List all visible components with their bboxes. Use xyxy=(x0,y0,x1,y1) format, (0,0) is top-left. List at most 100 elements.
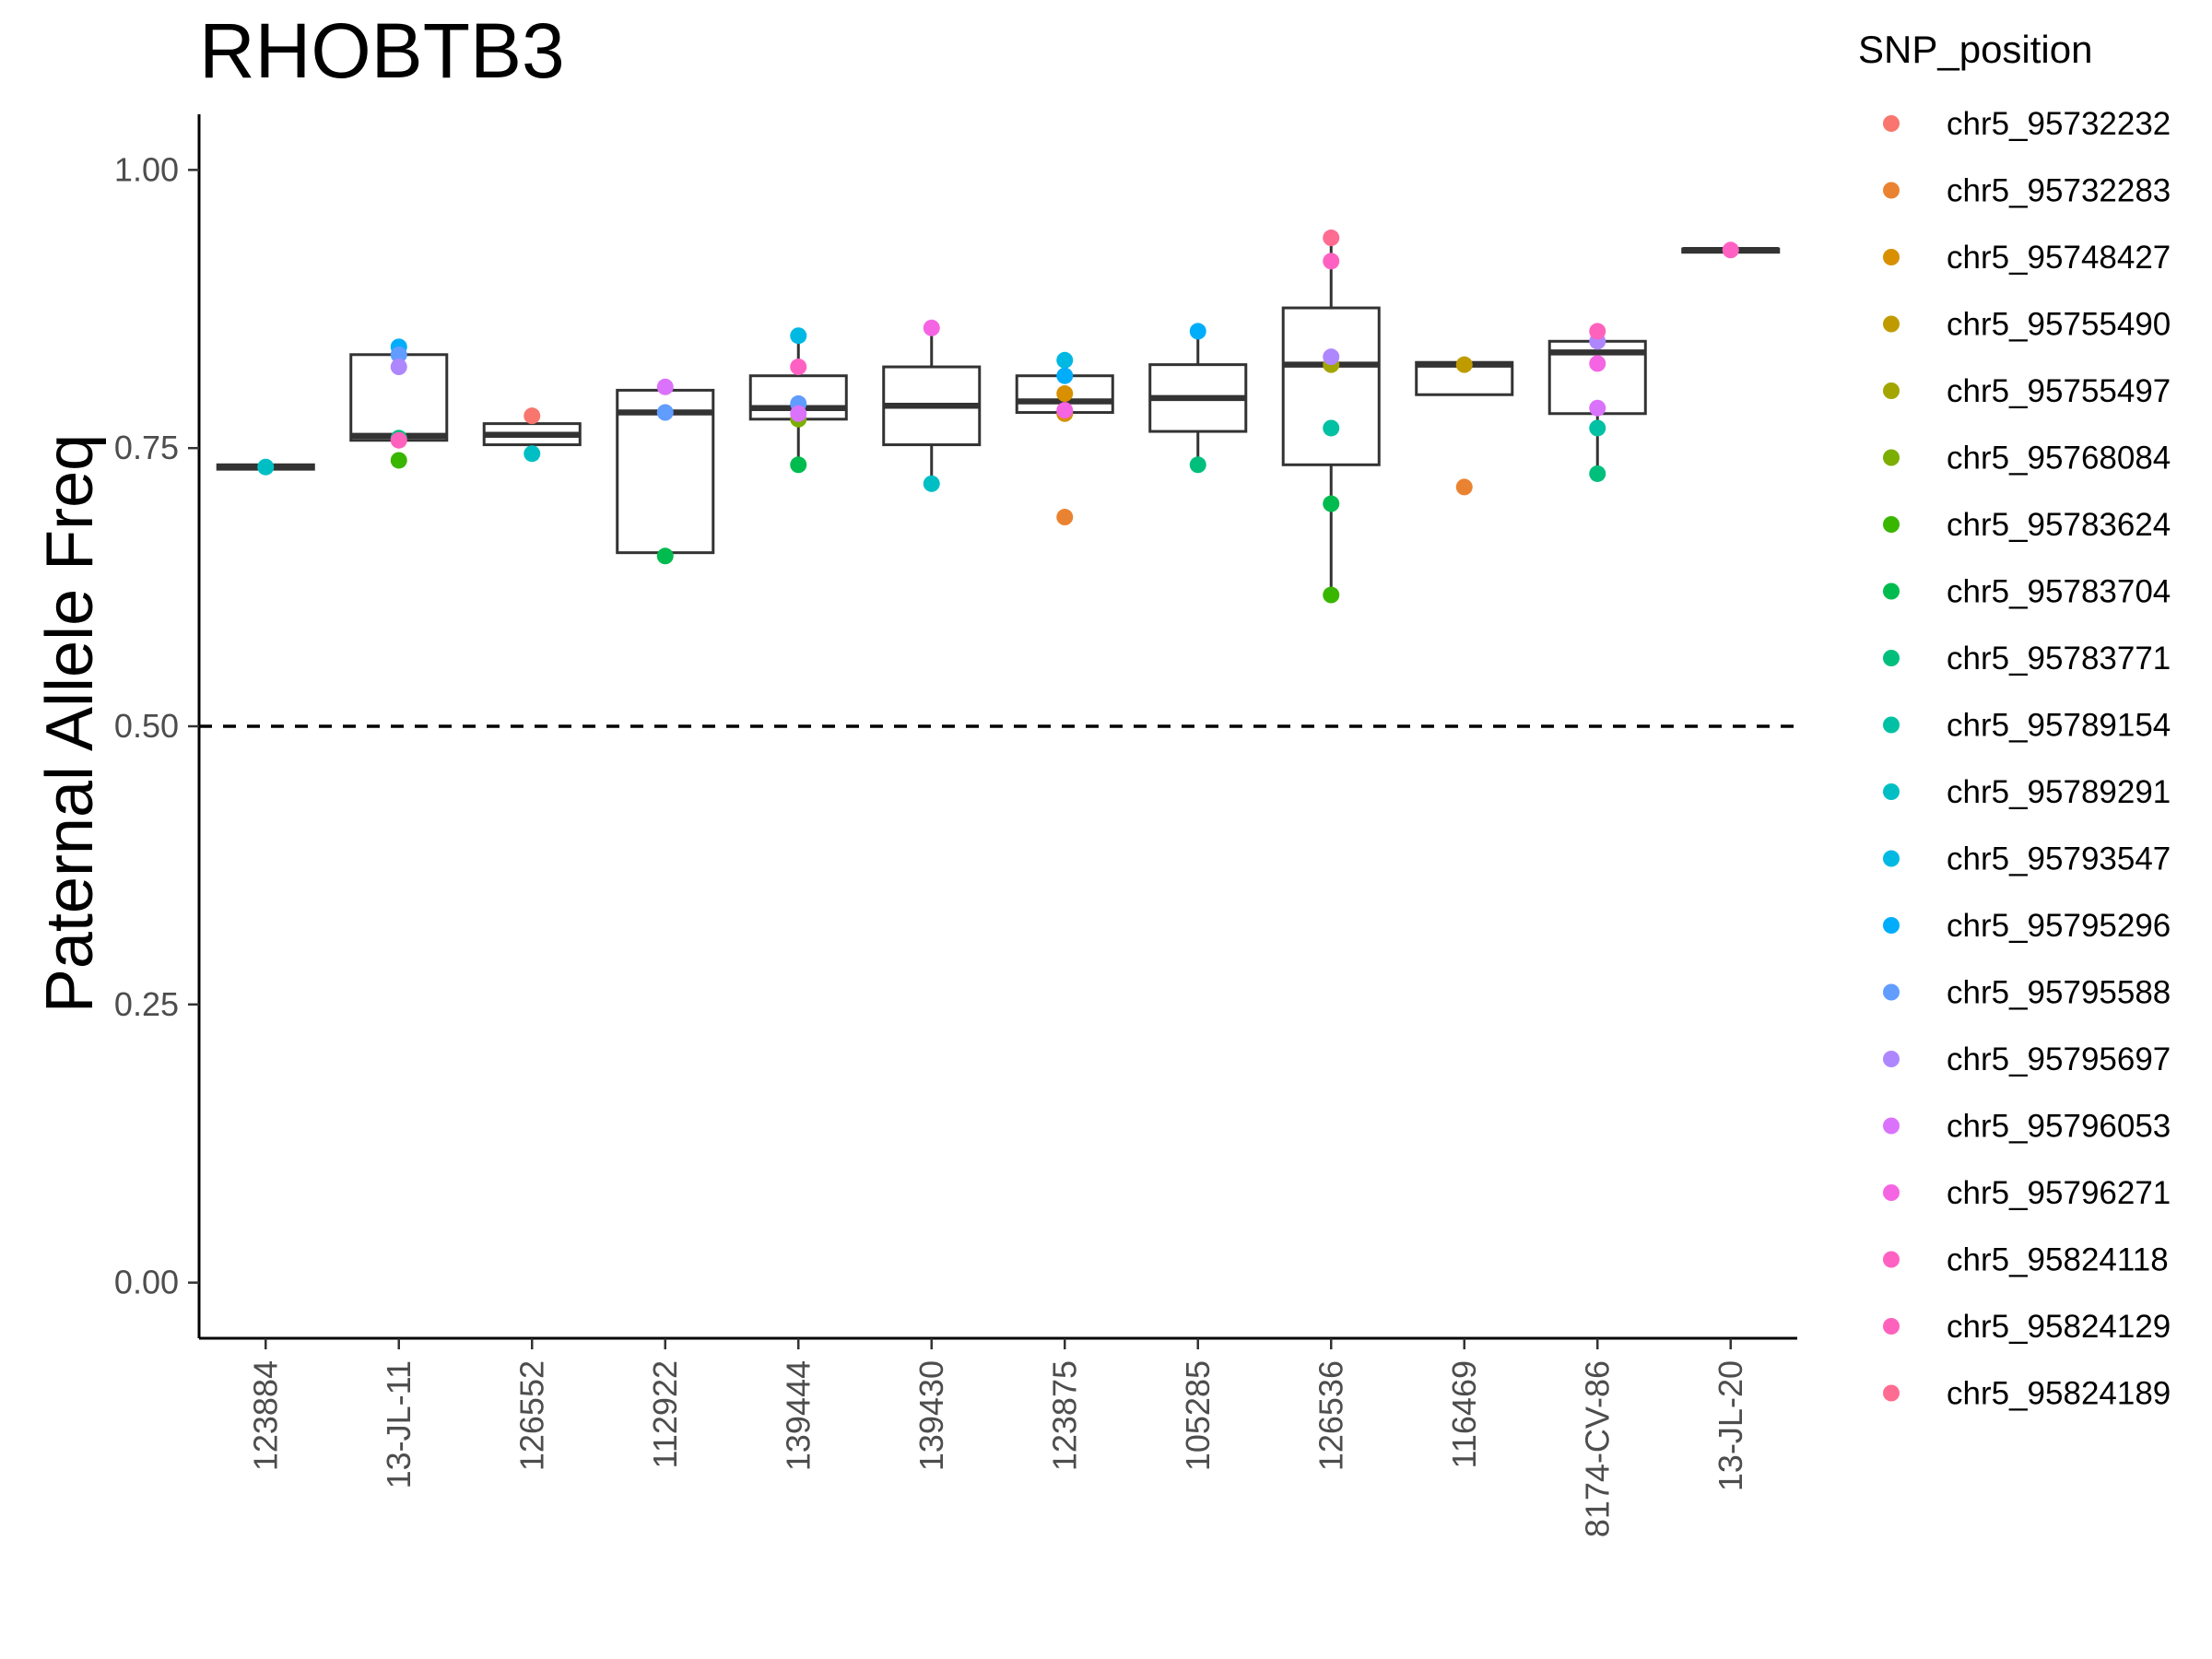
data-point xyxy=(1323,348,1340,366)
legend-label: chr5_95824189 xyxy=(1947,1376,2171,1412)
y-tick-label: 1.00 xyxy=(114,150,179,188)
legend-key xyxy=(1883,249,1900,265)
legend-key xyxy=(1883,650,1900,666)
data-point xyxy=(1323,495,1340,512)
legend-key xyxy=(1883,783,1900,800)
data-point xyxy=(524,407,541,425)
legend-label: chr5_95793547 xyxy=(1947,841,2171,877)
legend-key xyxy=(1883,983,1900,1001)
data-point xyxy=(790,327,807,345)
box-body xyxy=(1281,306,1381,466)
legend-label: chr5_95824129 xyxy=(1947,1309,2171,1345)
x-tick-label: 105285 xyxy=(1179,1360,1217,1471)
legend-key xyxy=(1883,1184,1900,1201)
data-point xyxy=(656,404,674,421)
legend-label: chr5_95732232 xyxy=(1947,106,2171,142)
data-point xyxy=(390,346,407,363)
data-point xyxy=(390,431,407,449)
data-point xyxy=(923,319,940,336)
data-point xyxy=(1323,586,1340,604)
data-point xyxy=(923,475,940,492)
y-tick-label: 0.25 xyxy=(114,985,179,1023)
data-point xyxy=(1455,356,1473,373)
x-tick-label: 126536 xyxy=(1312,1360,1349,1471)
data-point xyxy=(1056,351,1074,369)
legend-title: SNP_position xyxy=(1858,28,2092,71)
legend-label: chr5_95789291 xyxy=(1947,774,2171,810)
data-point xyxy=(1722,241,1739,259)
x-tick-label: 139444 xyxy=(779,1360,817,1471)
data-point xyxy=(390,452,407,469)
data-point xyxy=(790,456,807,474)
legend-key xyxy=(1883,315,1900,333)
data-point xyxy=(1056,385,1074,403)
legend-key xyxy=(1883,449,1900,466)
data-point xyxy=(1189,323,1206,340)
y-tick-label: 0.50 xyxy=(114,707,179,745)
data-point xyxy=(1323,253,1340,270)
x-tick-label: 123875 xyxy=(1045,1360,1083,1471)
legend-key xyxy=(1883,716,1900,734)
x-tick-label: 8174-CV-86 xyxy=(1578,1360,1616,1537)
legend-label: chr5_95783771 xyxy=(1947,641,2171,677)
legend-label: chr5_95796271 xyxy=(1947,1175,2171,1211)
legend-label: chr5_95795296 xyxy=(1947,908,2171,944)
legend-label: chr5_95768084 xyxy=(1947,441,2171,477)
box-105285 xyxy=(1148,331,1248,465)
legend-key xyxy=(1883,917,1900,934)
legend-key xyxy=(1883,182,1900,199)
legend-label: chr5_95789154 xyxy=(1947,708,2171,744)
legend-label: chr5_95824118 xyxy=(1947,1242,2169,1278)
legend-key xyxy=(1883,1384,1900,1402)
x-tick-label: 13-JL-11 xyxy=(380,1360,418,1488)
plot-area: 0.00 0.25 0.50 0.75 1.00 123884 13-JL-11 126552… xyxy=(114,114,1797,1537)
legend-key xyxy=(1883,1318,1900,1335)
legend-label: chr5_95732283 xyxy=(1947,173,2171,209)
x-tick-label: 13-JL-20 xyxy=(1712,1360,1749,1491)
box-126552 xyxy=(482,422,582,447)
legend-key xyxy=(1883,582,1900,600)
legend: chr5_95732232 chr5_95732283 chr5_95748427c… xyxy=(1883,106,2171,1412)
data-point xyxy=(656,547,674,565)
x-tick-label: 126552 xyxy=(512,1360,550,1471)
data-point xyxy=(790,359,807,376)
data-point xyxy=(1323,229,1340,247)
data-point xyxy=(390,359,407,376)
data-point xyxy=(1455,478,1473,496)
data-point xyxy=(656,378,674,395)
y-axis-label: Paternal Allele Freq xyxy=(33,434,107,1013)
legend-key xyxy=(1883,1251,1900,1268)
data-point xyxy=(790,405,807,422)
data-point xyxy=(524,445,541,463)
data-point xyxy=(1589,465,1606,482)
legend-key xyxy=(1883,382,1900,399)
legend-label: chr5_95755497 xyxy=(1947,373,2171,409)
data-point xyxy=(1589,419,1606,437)
legend-key xyxy=(1883,850,1900,867)
legend-label: chr5_95796053 xyxy=(1947,1109,2171,1145)
legend-label: chr5_95783704 xyxy=(1947,574,2171,610)
box-139430 xyxy=(882,327,982,484)
x-tick-label: 112922 xyxy=(646,1360,684,1468)
data-point xyxy=(1589,399,1606,417)
data-point xyxy=(1589,323,1606,340)
legend-key xyxy=(1883,516,1900,533)
legend-key xyxy=(1883,1051,1900,1067)
legend-label: chr5_95748427 xyxy=(1947,240,2171,276)
data-point xyxy=(1323,419,1340,437)
data-point xyxy=(1056,402,1074,419)
x-tick-label: 116469 xyxy=(1445,1360,1483,1468)
legend-key xyxy=(1883,115,1900,132)
data-point xyxy=(257,458,275,476)
chart-title: RHOBTB3 xyxy=(199,7,565,94)
x-tick-label: 139430 xyxy=(912,1360,950,1471)
legend-label: chr5_95783624 xyxy=(1947,507,2171,543)
x-tick-label: 123884 xyxy=(246,1360,284,1471)
legend-label: chr5_95795697 xyxy=(1947,1041,2171,1077)
legend-label: chr5_95795588 xyxy=(1947,975,2171,1011)
y-tick-label: 0.75 xyxy=(114,429,179,466)
legend-key xyxy=(1883,1117,1900,1135)
y-tick-label: 0.00 xyxy=(114,1264,179,1301)
